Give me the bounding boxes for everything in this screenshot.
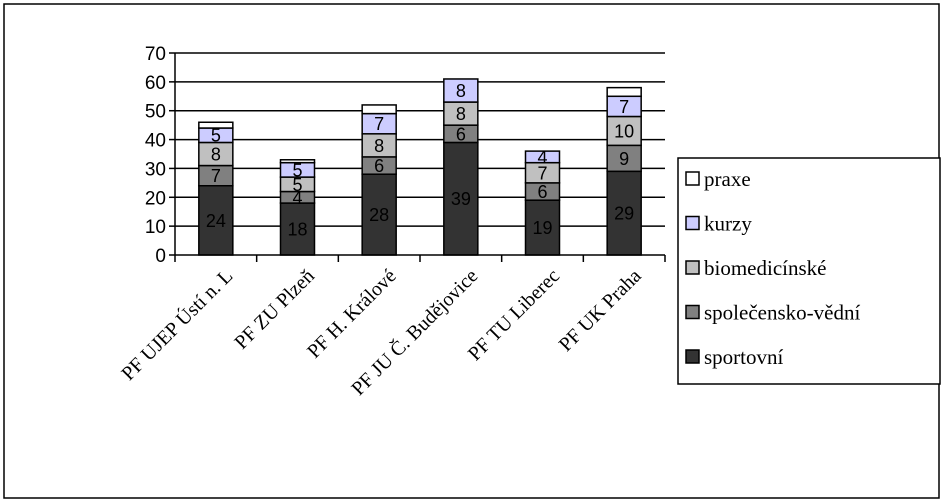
legend: praxe kurzy biomedicínské společensko-vědní… [677,157,941,385]
y-tick-label: 70 [145,44,166,65]
y-tick-label: 60 [145,73,166,94]
data-label: 8 [374,136,384,156]
bar-segment [524,150,561,164]
bar-segment [524,199,561,256]
data-label: 19 [532,218,552,238]
data-label: 7 [374,114,384,134]
gridlines [175,52,665,227]
data-label: 8 [211,145,221,165]
legend-entry: sportovní [704,345,784,369]
legend-swatch [685,349,700,364]
legend-swatch [685,215,700,231]
data-label: 39 [451,189,471,209]
bar-segment [279,202,316,256]
data-label: 7 [619,97,629,117]
data-label: 7 [211,166,221,186]
legend-entry: společensko-vědní [704,301,860,325]
y-tick-label: 40 [145,131,166,152]
data-label: 7 [537,163,547,183]
legend-entry: kurzy [704,212,752,236]
bar-segment [198,184,234,256]
y-tick-label: 20 [145,188,166,209]
legend-swatch [685,304,700,320]
data-label: 6 [456,124,466,144]
data-label: 9 [619,149,629,169]
data-label: 6 [537,182,547,202]
bar-segment [606,144,642,173]
bar-segment [443,141,479,256]
data-label: 28 [369,205,389,225]
legend-entry: biomedicínské [704,256,826,280]
data-label: 10 [614,121,634,141]
bar-segment [361,104,397,115]
data-label: 29 [614,204,634,224]
data-label: 6 [374,156,384,176]
legend-swatch [685,171,700,186]
bar-segment [361,173,397,256]
y-tick-label: 10 [145,217,166,238]
data-label: 5 [211,126,221,146]
bar-segment [198,121,234,129]
y-tick-label: 0 [155,246,166,267]
bar-segment [279,159,316,164]
legend-entry: praxe [704,167,751,191]
y-tick-label: 30 [145,159,166,180]
data-label: 8 [456,81,466,101]
data-label: 5 [292,175,302,195]
bar-segment [606,86,642,98]
data-label: 18 [287,220,307,240]
bar-segment [443,78,479,103]
data-label: 4 [537,147,547,167]
data-label: 4 [292,188,302,208]
y-tick-label: 50 [145,102,166,123]
legend-box [677,157,941,385]
data-label: 5 [292,160,302,180]
data-label: 24 [206,211,226,231]
legend-swatch [685,260,700,275]
data-label: 8 [456,104,466,124]
